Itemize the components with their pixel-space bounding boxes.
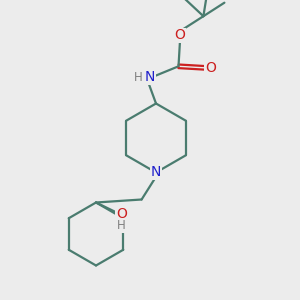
Text: H: H <box>134 71 143 84</box>
Text: O: O <box>175 28 185 42</box>
Text: N: N <box>145 70 155 84</box>
Text: H: H <box>117 219 126 232</box>
Text: N: N <box>151 166 161 179</box>
Text: O: O <box>205 61 216 75</box>
Text: O: O <box>116 208 127 221</box>
